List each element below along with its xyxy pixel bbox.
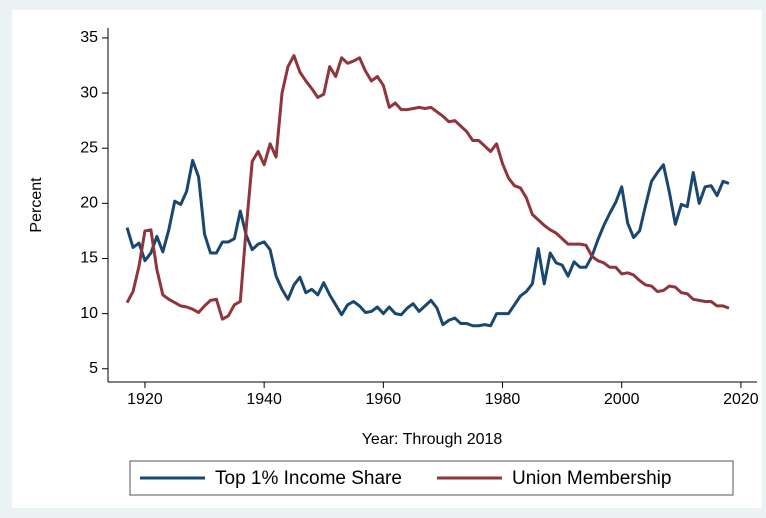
y-tick-label: 10 xyxy=(80,305,98,322)
y-tick-label: 15 xyxy=(80,250,98,267)
legend-label: Top 1% Income Share xyxy=(215,468,402,489)
x-tick-label: 1980 xyxy=(485,391,521,408)
graph-region xyxy=(12,10,762,508)
y-tick-label: 30 xyxy=(80,84,98,101)
y-axis-title: Percent xyxy=(28,177,45,233)
x-tick-label: 2000 xyxy=(604,391,640,408)
y-tick-label: 25 xyxy=(80,139,98,156)
y-tick-label: 5 xyxy=(89,360,98,377)
series-line xyxy=(125,54,730,321)
x-tick-label: 1920 xyxy=(127,391,163,408)
x-axis-title: Year: Through 2018 xyxy=(362,431,503,448)
y-tick-label: 35 xyxy=(80,29,98,46)
y-tick-label: 20 xyxy=(80,195,98,212)
legend-box xyxy=(129,460,734,496)
x-tick-label: 2020 xyxy=(723,391,759,408)
x-tick-label: 1940 xyxy=(246,391,282,408)
legend-label: Union Membership xyxy=(512,468,671,489)
series-line xyxy=(125,158,730,328)
x-tick-label: 1960 xyxy=(366,391,402,408)
